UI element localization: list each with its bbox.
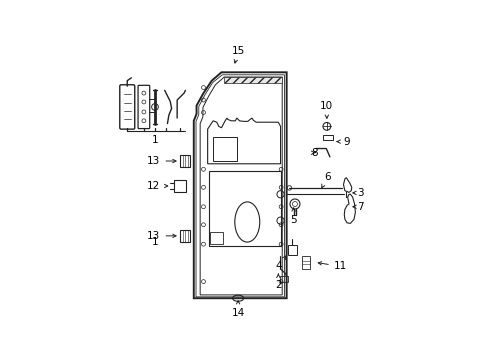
Text: 11: 11	[318, 261, 346, 271]
Text: 1: 1	[151, 237, 158, 247]
Text: 15: 15	[231, 46, 244, 63]
Text: 3: 3	[352, 188, 363, 198]
Text: 2: 2	[274, 274, 281, 290]
Text: 8: 8	[311, 148, 318, 158]
Text: 14: 14	[231, 301, 244, 318]
Text: 9: 9	[336, 136, 349, 147]
Text: 1: 1	[151, 135, 158, 145]
Text: 4: 4	[274, 256, 285, 271]
Text: 12: 12	[147, 181, 167, 191]
Text: 7: 7	[352, 202, 363, 212]
Text: 6: 6	[321, 172, 330, 188]
Polygon shape	[224, 77, 282, 84]
Text: 10: 10	[320, 101, 333, 118]
Text: 5: 5	[290, 208, 296, 225]
Text: 13: 13	[147, 231, 176, 241]
Text: 13: 13	[147, 156, 176, 166]
